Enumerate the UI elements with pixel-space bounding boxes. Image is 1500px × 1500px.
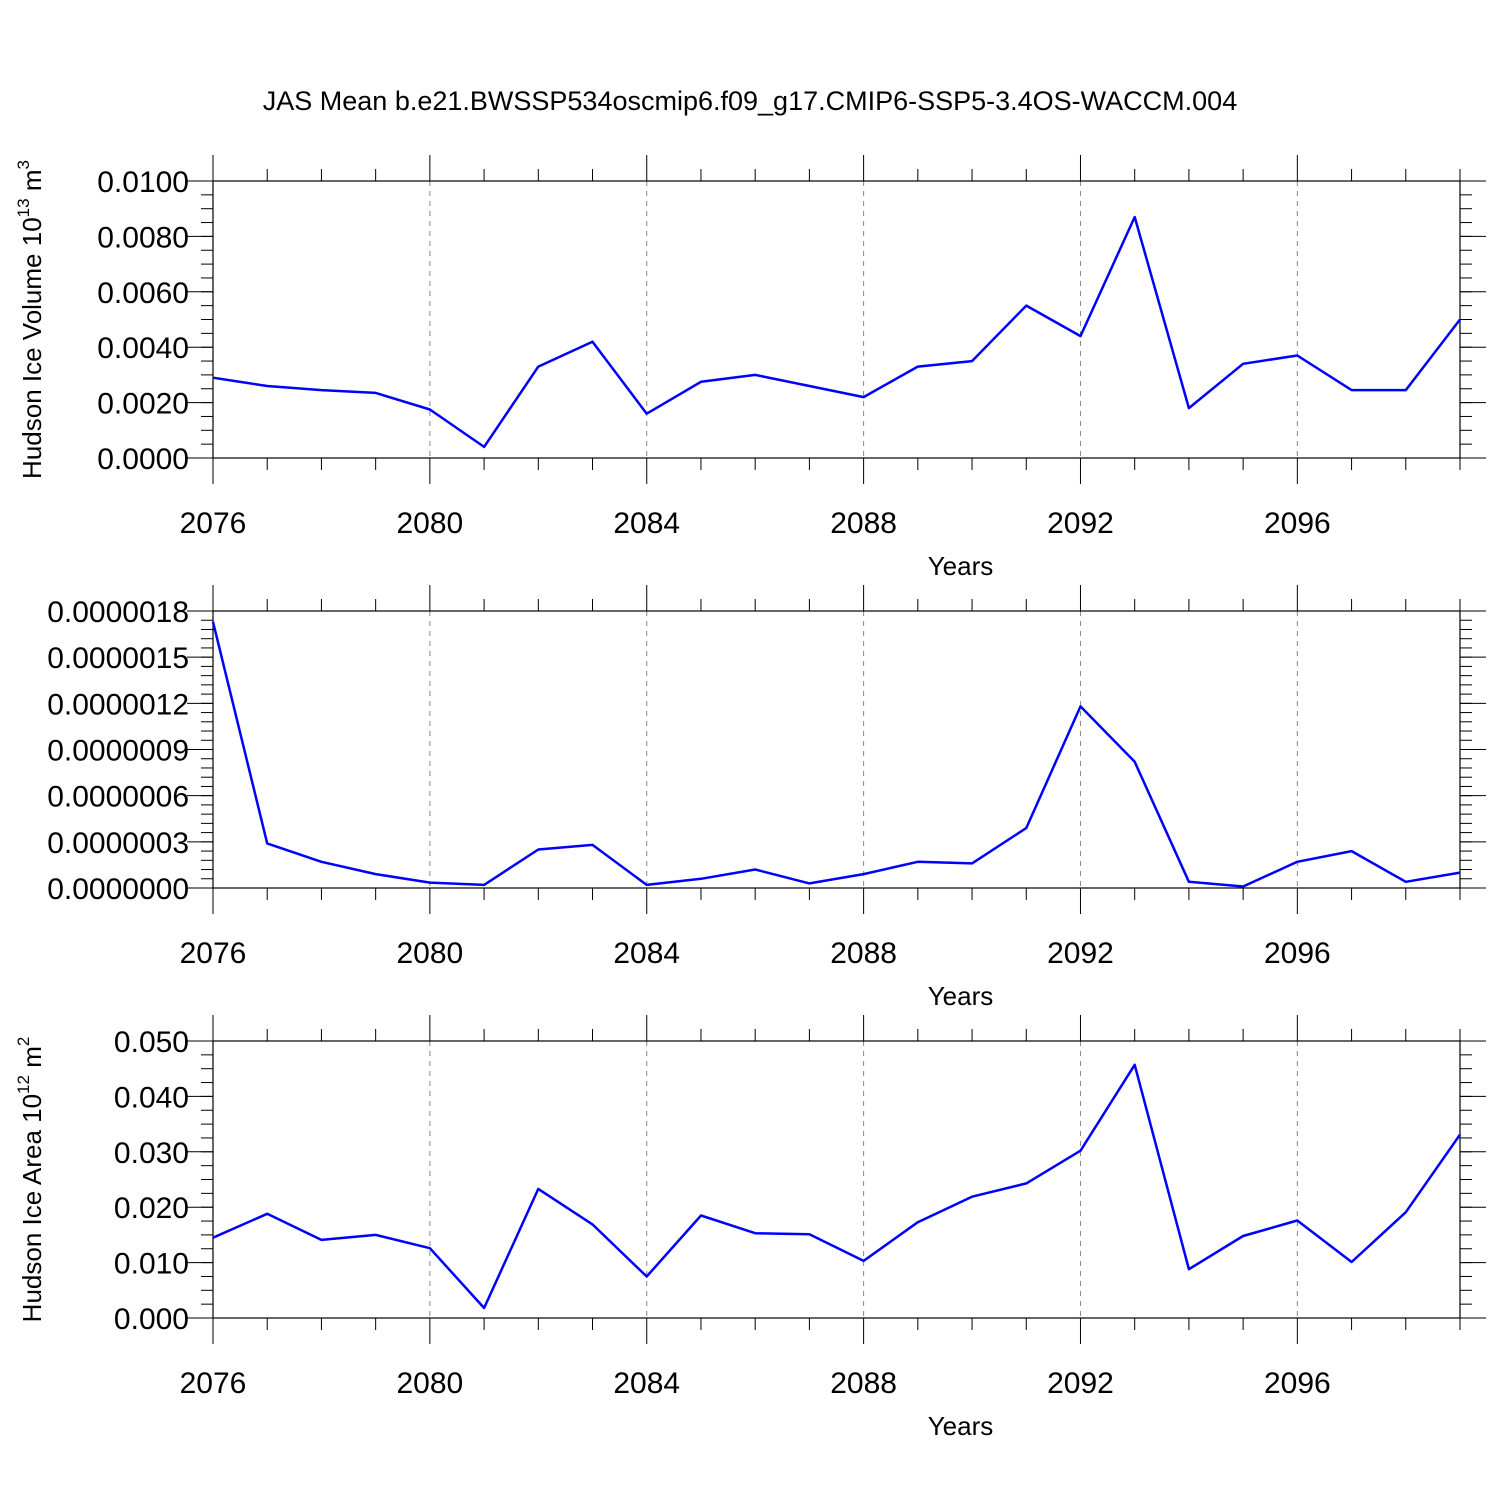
chart-panel-2: 2076 2080 2084 2088 2092 2096 0.0000000 0.00000… bbox=[47, 585, 1486, 1011]
y-tick-label: 0.020 bbox=[114, 1192, 189, 1225]
x-axis-label: Years bbox=[928, 551, 994, 581]
x-tick-label: 2076 bbox=[180, 1367, 247, 1400]
y-tick-label: 0.0000006 bbox=[47, 781, 189, 814]
plot-frame bbox=[212, 610, 1461, 889]
x-tick-label: 2080 bbox=[396, 507, 463, 540]
x-tick-label: 2076 bbox=[180, 937, 247, 970]
y-tick-label: 0.0100 bbox=[97, 166, 189, 199]
y-tick-label: 0.0000 bbox=[97, 443, 189, 476]
series-line bbox=[212, 215, 1461, 449]
y-tick-label: 0.0080 bbox=[97, 221, 189, 254]
series-line bbox=[212, 1063, 1462, 1310]
y-axis-label: Hudson Ice Area 1012 m2 bbox=[14, 1037, 47, 1323]
series-line bbox=[211, 621, 1461, 888]
x-tick-label: 2084 bbox=[613, 507, 680, 540]
x-tick-label: 2076 bbox=[180, 507, 247, 540]
y-tick-label: 0.0000018 bbox=[47, 596, 189, 629]
y-tick-label: 0.0000000 bbox=[47, 873, 189, 906]
y-tick-label: 0.030 bbox=[114, 1137, 189, 1170]
x-tick-label: 2080 bbox=[396, 1367, 463, 1400]
y-tick-label: 0.010 bbox=[114, 1248, 189, 1281]
x-tick-label: 2080 bbox=[396, 937, 463, 970]
panels: 2076 2080 2084 2088 2092 2096 0.0000 0.0020 0.00… bbox=[14, 155, 1486, 1441]
y-tick-label: 0.050 bbox=[114, 1026, 189, 1059]
x-tick-label: 2084 bbox=[613, 1367, 680, 1400]
y-tick-label: 0.040 bbox=[114, 1081, 189, 1114]
x-tick-label: 2088 bbox=[830, 507, 897, 540]
y-tick-label: 0.0000003 bbox=[47, 827, 189, 860]
x-tick-label: 2088 bbox=[830, 937, 897, 970]
x-tick-label: 2092 bbox=[1047, 507, 1114, 540]
x-axis-label: Years bbox=[928, 1411, 994, 1441]
x-tick-label: 2084 bbox=[613, 937, 680, 970]
y-tick-label: 0.0000015 bbox=[47, 642, 189, 675]
plot-frame bbox=[212, 180, 1461, 459]
plot-frame bbox=[212, 1040, 1461, 1319]
chart-panel-1: 2076 2080 2084 2088 2092 2096 0.0000 0.0020 0.00… bbox=[14, 155, 1486, 581]
y-tick-label: 0.0020 bbox=[97, 388, 189, 421]
y-tick-label: 0.0060 bbox=[97, 277, 189, 310]
y-axis-label: Hudson Ice Volume 1013 m3 bbox=[14, 160, 47, 479]
y-tick-label: 0.0000009 bbox=[47, 735, 189, 768]
x-tick-label: 2092 bbox=[1047, 1367, 1114, 1400]
x-tick-label: 2096 bbox=[1264, 937, 1331, 970]
figure-title: JAS Mean b.e21.BWSSP534oscmip6.f09_g17.C… bbox=[263, 86, 1237, 116]
chart-panel-3: 2076 2080 2084 2088 2092 2096 0.000 0.010 0.020 0… bbox=[14, 1015, 1486, 1441]
x-tick-label: 2088 bbox=[830, 1367, 897, 1400]
y-tick-label: 0.000 bbox=[114, 1303, 189, 1336]
x-tick-label: 2092 bbox=[1047, 937, 1114, 970]
x-tick-label: 2096 bbox=[1264, 507, 1331, 540]
y-tick-label: 0.0040 bbox=[97, 332, 189, 365]
x-tick-label: 2096 bbox=[1264, 1367, 1331, 1400]
x-axis-label: Years bbox=[928, 981, 994, 1011]
y-tick-label: 0.0000012 bbox=[47, 688, 189, 721]
